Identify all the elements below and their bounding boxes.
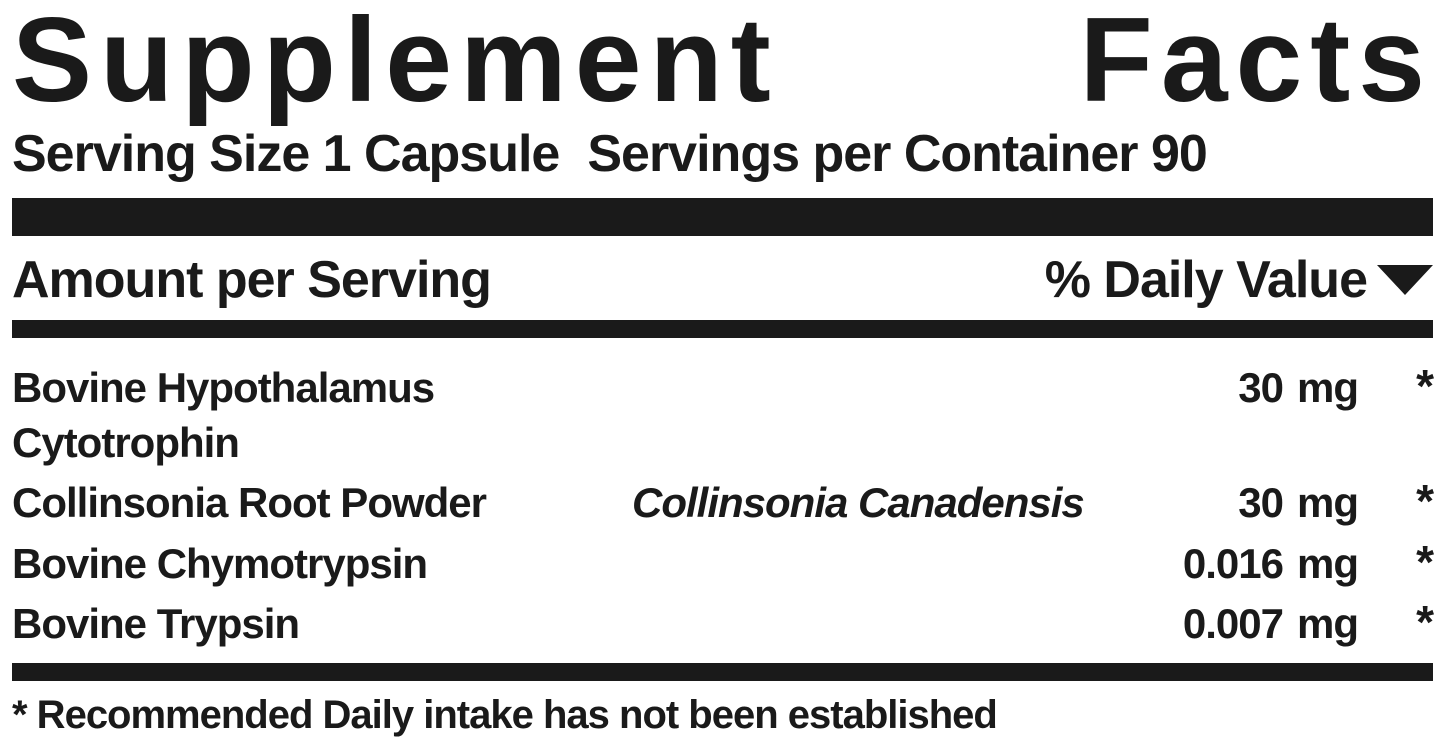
title-word-1: Supplement bbox=[12, 0, 779, 120]
ingredient-dv: * bbox=[1363, 592, 1433, 653]
ingredient-amount: 0.016 bbox=[1143, 536, 1283, 591]
ingredient-name: Bovine Trypsin bbox=[12, 596, 632, 651]
supplement-facts-panel: Supplement Facts Serving Size 1 Capsule … bbox=[0, 0, 1445, 738]
title-word-2: Facts bbox=[1080, 0, 1433, 120]
ingredient-unit: mg bbox=[1283, 360, 1363, 415]
divider-bar-mid bbox=[12, 320, 1433, 338]
table-row: Bovine Hypothalamus Cytotrophin 30 mg * bbox=[12, 356, 1433, 471]
table-row: Bovine Trypsin 0.007 mg * bbox=[12, 592, 1433, 653]
serving-line: Serving Size 1 Capsule Servings per Cont… bbox=[12, 124, 1433, 184]
servings-per-container: Servings per Container 90 bbox=[587, 124, 1206, 184]
ingredient-name: Bovine Hypothalamus Cytotrophin bbox=[12, 360, 632, 471]
column-headers: Amount per Serving % Daily Value bbox=[12, 250, 1433, 310]
ingredient-name: Collinsonia Root Powder bbox=[12, 475, 632, 530]
footnote: * Recommended Daily intake has not been … bbox=[12, 693, 1433, 738]
ingredient-amount: 30 bbox=[1143, 475, 1283, 530]
ingredient-dv: * bbox=[1363, 471, 1433, 532]
ingredient-rows: Bovine Hypothalamus Cytotrophin 30 mg * … bbox=[12, 356, 1433, 653]
triangle-down-icon bbox=[1377, 265, 1433, 295]
ingredient-unit: mg bbox=[1283, 596, 1363, 651]
serving-size: Serving Size 1 Capsule bbox=[12, 124, 559, 184]
ingredient-name: Bovine Chymotrypsin bbox=[12, 536, 632, 591]
panel-title: Supplement Facts bbox=[12, 0, 1433, 120]
ingredient-amount: 30 bbox=[1143, 360, 1283, 415]
daily-value-header: % Daily Value bbox=[1045, 250, 1367, 310]
ingredient-unit: mg bbox=[1283, 536, 1363, 591]
ingredient-dv: * bbox=[1363, 356, 1433, 417]
ingredient-amount: 0.007 bbox=[1143, 596, 1283, 651]
ingredient-unit: mg bbox=[1283, 475, 1363, 530]
ingredient-latin: Collinsonia Canadensis bbox=[632, 475, 1143, 530]
amount-per-serving-header: Amount per Serving bbox=[12, 250, 491, 310]
divider-bar-thick bbox=[12, 198, 1433, 236]
table-row: Bovine Chymotrypsin 0.016 mg * bbox=[12, 532, 1433, 593]
divider-bar-bottom bbox=[12, 663, 1433, 681]
daily-value-header-group: % Daily Value bbox=[1045, 250, 1433, 310]
table-row: Collinsonia Root Powder Collinsonia Cana… bbox=[12, 471, 1433, 532]
ingredient-dv: * bbox=[1363, 532, 1433, 593]
